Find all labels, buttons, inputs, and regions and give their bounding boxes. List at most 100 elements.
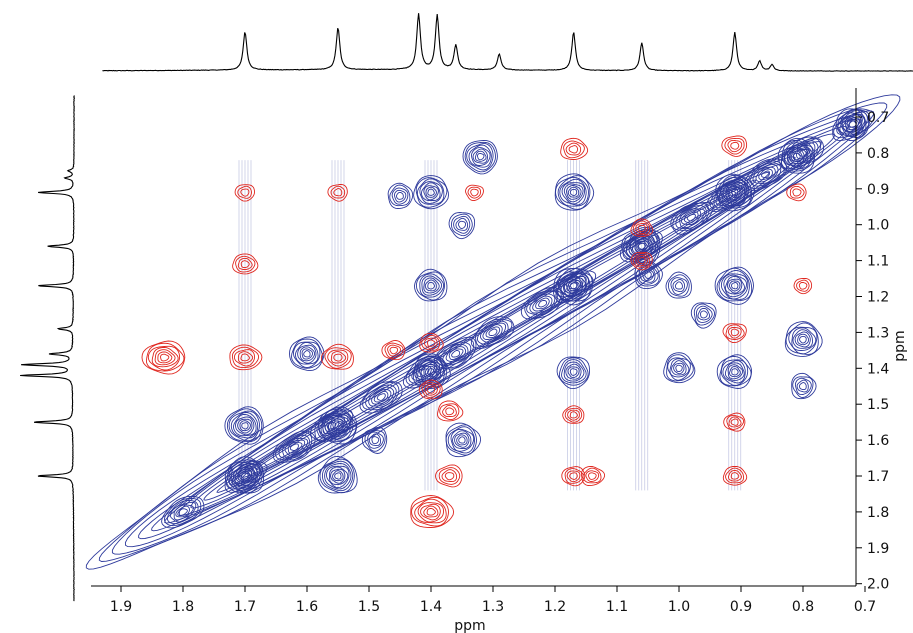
diagonal-peak-level xyxy=(485,326,501,339)
cross-peak-level xyxy=(474,150,487,162)
negative-peak-level xyxy=(424,384,438,396)
left-1d-projection xyxy=(20,95,75,602)
diagonal-ridge-level xyxy=(242,187,744,478)
cross-peak-level xyxy=(785,322,819,355)
y-tick-label: 1.7 xyxy=(867,469,889,485)
x-tick-label: 1.4 xyxy=(420,599,442,615)
negative-peak-level xyxy=(389,346,399,355)
diagonal-peak-level xyxy=(166,500,199,525)
cross-peak-level xyxy=(671,360,687,376)
cross-peak-level xyxy=(415,357,445,386)
x-tick-label: 1.9 xyxy=(110,599,132,615)
y-tick-label: 1.2 xyxy=(867,290,889,306)
cross-peak-level xyxy=(556,356,590,390)
cross-peak xyxy=(690,302,717,329)
y-tick-label: 2.0 xyxy=(867,577,889,593)
negative-peak-level xyxy=(233,349,255,367)
negative-peak-level xyxy=(725,467,745,484)
cross-peak-level xyxy=(424,279,437,292)
diagonal-peak-level xyxy=(670,201,714,235)
cross-peak xyxy=(556,356,590,390)
cross-peak-level xyxy=(727,185,743,201)
cross-peak-level xyxy=(241,472,249,480)
negative-peak-level xyxy=(442,404,457,418)
negative-peak-level xyxy=(566,470,581,483)
negative-peak-level xyxy=(730,418,739,426)
cross-peak xyxy=(448,212,476,240)
diagonal-peak-level xyxy=(538,300,548,308)
negative-peak-level xyxy=(730,141,740,150)
diagonal-ridge-level xyxy=(85,94,901,570)
cross-peak-level xyxy=(421,275,443,296)
negative-peak xyxy=(327,183,348,202)
negative-peak-level xyxy=(418,379,443,400)
diagonal-peak-level xyxy=(713,184,746,209)
cross-peak-level xyxy=(673,362,685,375)
cross-peak-level xyxy=(227,459,263,494)
cross-peak-level xyxy=(666,354,694,382)
diagonal-peak-level xyxy=(433,336,477,370)
cross-peak-level xyxy=(675,364,683,373)
negative-peak xyxy=(381,340,406,361)
diagonal-peak-level xyxy=(231,465,258,486)
cross-peak xyxy=(634,260,663,290)
cross-peak-level xyxy=(726,278,743,294)
cross-peak-level xyxy=(621,226,661,266)
diagonal-peak-level xyxy=(376,393,386,401)
diagonal-peak-level xyxy=(278,434,311,459)
negative-peak xyxy=(722,323,747,344)
top-projection-trace xyxy=(102,13,913,72)
diagonal-peak-level xyxy=(234,468,255,484)
x-tick-label: 1.8 xyxy=(172,599,194,615)
negative-peak-level xyxy=(563,140,585,159)
cross-peak-level xyxy=(729,366,741,378)
cross-peak-level xyxy=(788,326,818,355)
cross-peak-level xyxy=(731,282,739,290)
negative-peak-level xyxy=(723,412,746,432)
cross-peak-level xyxy=(794,331,811,348)
diagonal-ridge-level xyxy=(138,125,848,540)
cross-peak-level xyxy=(636,240,648,252)
cross-peak-level xyxy=(237,468,253,484)
cross-peak-level xyxy=(448,212,476,240)
y-tick-label: 1.3 xyxy=(867,325,889,341)
negative-peak xyxy=(418,379,443,400)
cross-peak-level xyxy=(714,266,754,305)
cross-peak-level xyxy=(423,277,440,294)
cross-peak xyxy=(414,268,448,302)
negative-peak-level xyxy=(438,467,461,485)
cross-peak-level xyxy=(454,432,470,448)
cross-peak xyxy=(412,353,451,390)
cross-peak-level xyxy=(419,181,443,204)
negative-peak-level xyxy=(637,224,646,233)
cross-peak-level xyxy=(559,273,587,300)
negative-peak-level xyxy=(585,470,600,482)
negative-peak-level xyxy=(726,414,745,430)
x-axis: 1.9 1.8 1.7 1.6 1.5 1.4 1.3 1.2 1.1 1.0 0.9 0.8 0.7 xyxy=(91,585,876,615)
negative-peak-level xyxy=(437,400,464,422)
cross-peak-level xyxy=(561,182,586,205)
negative-peak-level xyxy=(420,503,441,521)
cross-peak-level xyxy=(562,274,586,297)
negative-peak-level xyxy=(470,188,479,197)
diagonal-peak-level xyxy=(761,170,771,179)
negative-peak-level xyxy=(240,260,250,269)
diagonal-peak-level xyxy=(482,324,503,340)
cross-peak-level xyxy=(667,274,690,297)
cross-peak xyxy=(224,406,264,445)
negative-peak xyxy=(229,344,263,371)
negative-peak-level xyxy=(435,464,463,488)
negative-peak-level xyxy=(234,184,255,202)
y-tick-label: 1.4 xyxy=(867,361,889,377)
negative-peak-level xyxy=(796,279,810,292)
cross-peak-level xyxy=(364,430,386,452)
negative-peak xyxy=(141,340,186,375)
negative-peak-level xyxy=(421,382,441,398)
cross-peak-level xyxy=(427,367,435,376)
cross-peak-level xyxy=(794,377,812,396)
cross-peak-level xyxy=(631,236,652,256)
cross-peak-level xyxy=(319,458,355,494)
cross-peak-level xyxy=(690,302,717,329)
cross-peak xyxy=(714,266,754,305)
cross-peak-level xyxy=(724,362,745,382)
